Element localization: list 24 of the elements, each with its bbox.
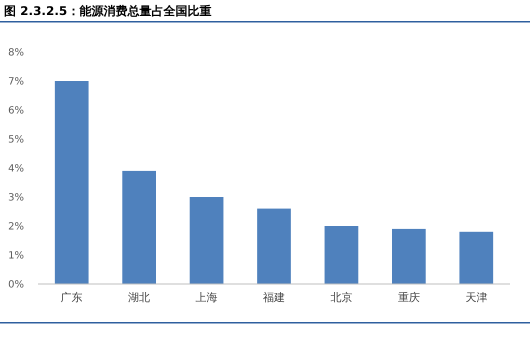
x-tick-label: 湖北 xyxy=(128,291,150,304)
y-tick-label: 3% xyxy=(8,192,24,204)
x-tick-label: 广东 xyxy=(60,291,83,304)
bar xyxy=(459,232,494,284)
y-tick-label: 1% xyxy=(8,250,24,262)
y-tick-label: 0% xyxy=(8,280,24,290)
bar xyxy=(257,208,291,284)
y-tick-label: 5% xyxy=(8,134,24,146)
x-tick-label: 重庆 xyxy=(398,291,420,304)
bar xyxy=(190,197,224,284)
y-tick-label: 2% xyxy=(8,222,24,232)
x-tick-label: 上海 xyxy=(196,291,218,304)
bar xyxy=(122,170,156,284)
bar xyxy=(54,81,89,284)
bar xyxy=(324,226,358,284)
bar xyxy=(392,228,426,284)
y-tick-label: 8% xyxy=(8,48,24,58)
x-tick-label: 天津 xyxy=(465,291,488,304)
x-tick-label: 福建 xyxy=(263,291,285,304)
chart-title: 图 2.3.2.5：能源消费总量占全国比重 xyxy=(4,4,212,18)
y-tick-label: 4% xyxy=(8,164,24,174)
x-tick-label: 北京 xyxy=(330,291,352,304)
y-tick-label: 6% xyxy=(8,106,24,116)
y-tick-label: 7% xyxy=(8,76,24,88)
